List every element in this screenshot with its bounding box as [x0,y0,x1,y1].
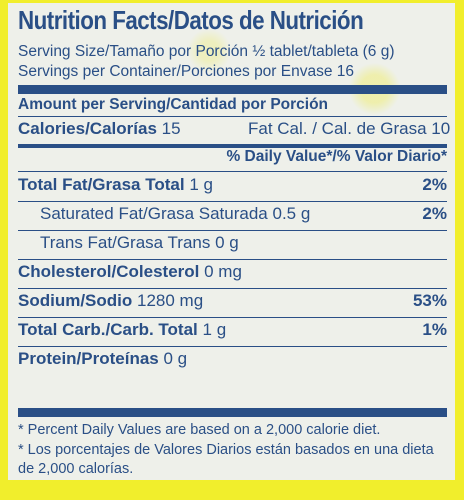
calories-row: Calories/Calorías 15 Fat Cal. / Cal. de … [18,119,451,143]
nutrient-amount: 1 g [202,320,227,339]
nutrient-row: Protein/Proteínas 0 g [18,349,447,373]
thick-divider [18,408,447,417]
nutrient-row: Trans Fat/Grasa Trans 0 g [18,233,447,257]
nutrient-row: Total Carb./Carb. Total 1 g 1% [18,320,447,344]
nutrient-daily-value: 2% [422,175,447,194]
thin-divider [18,317,447,318]
nutrient-label: Cholesterol/Colesterol [18,262,200,281]
nutrition-facts-panel: Nutrition Facts/Datos de Nutrición Servi… [8,3,455,480]
thin-divider [18,201,447,202]
thin-divider [18,259,447,260]
nutrient-label: Sodium/Sodio [18,291,133,310]
calories-value: 15 [161,119,181,138]
thin-divider [18,346,447,347]
nutrient-label: Total Fat/Grasa Total [18,175,185,194]
nutrient-label: Saturated Fat/Grasa Saturada [40,204,268,223]
nutrient-row: Sodium/Sodio 1280 mg 53% [18,291,447,315]
nutrient-row: Saturated Fat/Grasa Saturada 0.5 g 2% [18,204,447,228]
footnote-spanish: * Los porcentajes de Valores Diarios est… [18,442,434,477]
medium-divider [18,144,447,148]
footnote-english: * Percent Daily Values are based on a 2,… [18,422,381,438]
thick-divider [18,85,447,94]
nutrient-amount: 0 mg [204,262,242,281]
nutrient-amount: 1 g [189,175,213,194]
nutrient-row: Cholesterol/Colesterol 0 mg [18,262,447,286]
nutrient-daily-value: 2% [422,204,447,223]
daily-value-header: % Daily Value*/% Valor Diario* [226,148,447,165]
nutrient-amount: 0 g [163,349,188,368]
nutrient-label: Trans Fat/Grasa Trans [40,233,211,252]
daily-value-row: % Daily Value*/% Valor Diario* [18,148,447,168]
panel-title: Nutrition Facts/Datos de Nutrición [18,5,364,35]
thin-divider [18,116,447,117]
nutrient-amount: 1280 mg [137,291,204,310]
nutrient-amount: 0 g [215,233,239,252]
serving-size: Serving Size/Tamaño por Porción ½ tablet… [18,43,395,60]
nutrient-daily-value: 53% [412,291,447,310]
nutrient-label: Total Carb./Carb. Total [18,320,198,339]
nutrient-row: Total Fat/Grasa Total 1 g 2% [18,175,447,199]
thin-divider [18,288,447,289]
nutrient-amount: 0.5 g [272,204,311,223]
amount-per-serving: Amount per Serving/Cantidad por Porción [18,96,329,113]
thin-divider [18,230,447,231]
fat-calories: Fat Cal. / Cal. de Grasa 10 [248,119,451,138]
nutrient-daily-value: 1% [422,320,447,339]
calories-label: Calories/Calorías [18,119,157,138]
thin-divider [18,171,447,172]
nutrient-label: Protein/Proteínas [18,349,159,368]
servings-per-container: Servings per Container/Porciones por Env… [18,63,355,80]
